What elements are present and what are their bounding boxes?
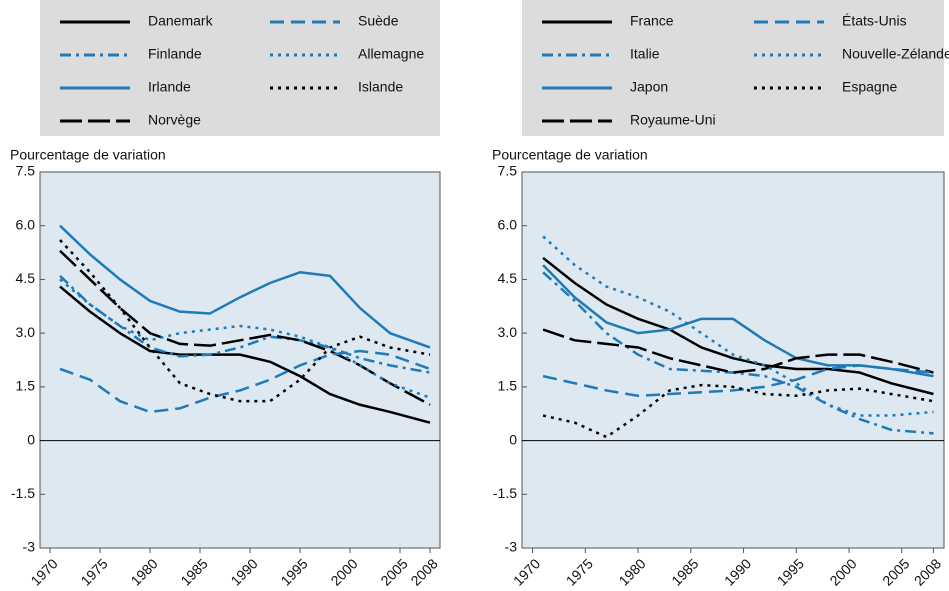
- x-tick-label: 1970: [27, 555, 60, 588]
- legend-label: Italie: [630, 46, 660, 62]
- y-tick-label: -1.5: [11, 485, 35, 501]
- x-tick-label: 1985: [177, 555, 210, 588]
- x-tick-label: 1975: [77, 555, 110, 588]
- y-tick-label: 6.0: [498, 216, 518, 232]
- series-line: [542, 364, 934, 398]
- series-line: [59, 239, 431, 403]
- x-tick-label: 2000: [327, 555, 360, 588]
- series-line: [542, 328, 934, 374]
- legend-label: Royaume-Uni: [630, 112, 716, 128]
- y-tick-label: 3.0: [16, 324, 36, 340]
- x-tick-label: 1990: [227, 555, 260, 588]
- x-tick-label: 2005: [879, 555, 912, 588]
- legend-label: Nouvelle-Zélande: [842, 46, 949, 62]
- plot-area: [521, 171, 945, 549]
- series-line: [59, 274, 431, 374]
- series-line: [542, 235, 934, 417]
- y-tick-label: 1.5: [16, 378, 36, 394]
- series-line: [59, 285, 431, 424]
- series-line: [59, 224, 431, 349]
- x-tick-label: 1980: [127, 555, 160, 588]
- legend-label: Japon: [630, 79, 668, 95]
- y-axis-label: Pourcentage de variation: [10, 147, 166, 163]
- y-tick-label: 0: [27, 431, 35, 447]
- y-tick-label: 7.5: [16, 163, 36, 179]
- y-tick-label: 7.5: [498, 163, 518, 179]
- legend-label: États-Unis: [842, 13, 907, 29]
- series-line: [542, 271, 934, 435]
- legend-label: Finlande: [148, 46, 202, 62]
- y-tick-label: 3.0: [498, 324, 518, 340]
- series-line: [542, 383, 934, 439]
- legend-label: Norvège: [148, 112, 201, 128]
- x-tick-label: 1970: [510, 555, 543, 588]
- legend-label: Suède: [358, 13, 399, 29]
- x-tick-label: 1975: [563, 555, 596, 588]
- legend-label: Islande: [358, 79, 403, 95]
- x-tick-label: 2008: [407, 555, 440, 588]
- y-tick-label: 4.5: [16, 270, 36, 286]
- x-tick-label: 1980: [615, 555, 648, 588]
- legend-label: Allemagne: [358, 46, 424, 62]
- y-tick-label: 0: [509, 431, 517, 447]
- x-tick-label: 1995: [774, 555, 807, 588]
- legend-label: Irlande: [148, 79, 191, 95]
- y-axis-label: Pourcentage de variation: [492, 147, 648, 163]
- x-tick-label: 2000: [826, 555, 859, 588]
- x-tick-label: 2005: [377, 555, 410, 588]
- x-tick-label: 1985: [668, 555, 701, 588]
- x-tick-label: 1990: [721, 555, 754, 588]
- series-line: [59, 278, 431, 399]
- y-tick-label: 4.5: [498, 270, 518, 286]
- y-tick-label: 6.0: [16, 216, 36, 232]
- y-tick-label: -3: [23, 539, 36, 555]
- x-tick-label: 2008: [911, 555, 944, 588]
- y-tick-label: 1.5: [498, 378, 518, 394]
- series-line: [542, 256, 934, 396]
- legend-label: France: [630, 13, 674, 29]
- series-line: [59, 349, 431, 414]
- plot-area: [39, 171, 441, 549]
- y-tick-label: -3: [505, 539, 518, 555]
- legend-label: Espagne: [842, 79, 897, 95]
- legend-label: Danemark: [148, 13, 214, 29]
- y-tick-label: -1.5: [493, 485, 517, 501]
- x-tick-label: 1995: [277, 555, 310, 588]
